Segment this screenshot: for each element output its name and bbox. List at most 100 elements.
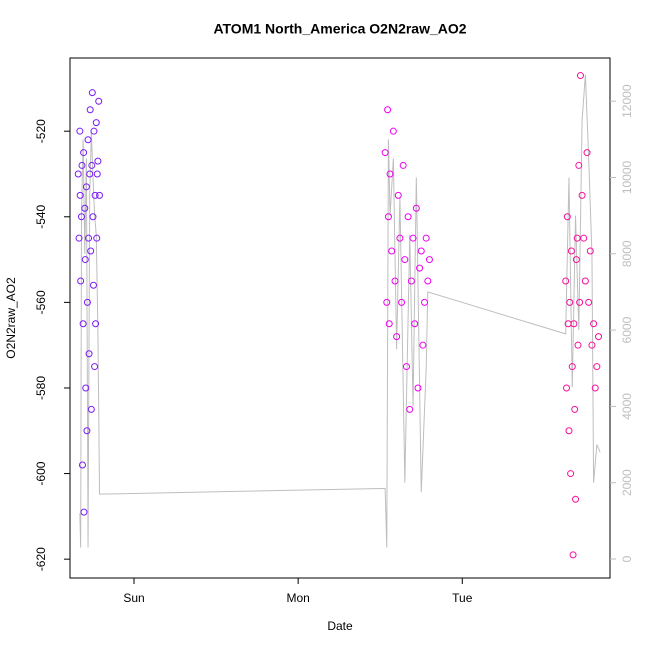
point — [82, 384, 90, 392]
point — [77, 213, 85, 221]
point — [78, 461, 86, 469]
point — [590, 320, 598, 328]
point — [391, 277, 399, 285]
y2-tick-label: 2000 — [620, 469, 634, 496]
point — [417, 247, 425, 255]
point — [88, 89, 96, 97]
point — [90, 127, 98, 135]
y-axis-title: O2N2raw_AO2 — [4, 277, 18, 359]
point — [87, 405, 95, 413]
point — [89, 281, 97, 289]
point — [593, 363, 601, 371]
point — [386, 170, 394, 178]
point — [571, 405, 579, 413]
x-tick-label: Mon — [286, 591, 309, 605]
point — [586, 247, 594, 255]
point — [563, 213, 571, 221]
y2-tick-label: 6000 — [620, 316, 634, 343]
point — [407, 277, 415, 285]
point — [74, 170, 82, 178]
point — [388, 247, 396, 255]
y-tick-label: -520 — [34, 119, 48, 143]
y2-tick-label: 8000 — [620, 240, 634, 267]
point — [595, 333, 603, 341]
point — [575, 161, 583, 169]
point — [393, 333, 401, 341]
x-axis-title: Date — [327, 619, 353, 633]
point — [384, 106, 392, 114]
point — [591, 384, 599, 392]
point — [91, 363, 99, 371]
point — [381, 149, 389, 157]
point — [562, 277, 570, 285]
y2-tick-label: 12000 — [620, 84, 634, 118]
point — [588, 341, 596, 349]
point — [389, 127, 397, 135]
point — [81, 256, 89, 264]
y-tick-label: -600 — [34, 461, 48, 485]
y-tick-label: -620 — [34, 547, 48, 571]
point — [93, 170, 101, 178]
point — [94, 157, 102, 165]
point — [76, 191, 84, 199]
point — [581, 277, 589, 285]
point — [583, 149, 591, 157]
y-tick-label: -540 — [34, 204, 48, 228]
point — [563, 384, 571, 392]
point — [95, 97, 103, 105]
point — [83, 427, 91, 435]
point — [567, 247, 575, 255]
y2-tick-label: 4000 — [620, 393, 634, 420]
point — [401, 256, 409, 264]
point — [573, 234, 581, 242]
y-tick-label: -580 — [34, 376, 48, 400]
plot-frame — [69, 57, 611, 579]
point — [83, 298, 91, 306]
point — [585, 298, 593, 306]
point — [86, 106, 94, 114]
point — [88, 161, 96, 169]
point — [414, 384, 422, 392]
point — [79, 320, 87, 328]
point — [399, 161, 407, 169]
point — [84, 136, 92, 144]
point — [394, 191, 402, 199]
point — [80, 508, 88, 516]
chart-title: ATOM1 North_America O2N2raw_AO2 — [213, 21, 466, 37]
point — [424, 277, 432, 285]
point — [566, 298, 574, 306]
x-tick-label: Sun — [123, 591, 144, 605]
point — [416, 264, 424, 272]
point — [580, 234, 588, 242]
point — [75, 234, 83, 242]
point — [406, 405, 414, 413]
point — [576, 72, 584, 80]
point — [411, 320, 419, 328]
point — [92, 119, 100, 127]
point — [567, 470, 575, 478]
point — [572, 256, 580, 264]
point — [96, 191, 104, 199]
y2-tick-label: 10000 — [620, 160, 634, 194]
point — [574, 341, 582, 349]
point — [569, 551, 577, 559]
point — [422, 234, 430, 242]
point — [396, 234, 404, 242]
point — [404, 213, 412, 221]
point — [80, 149, 88, 157]
point — [425, 256, 433, 264]
point — [93, 234, 101, 242]
point — [385, 320, 393, 328]
point — [383, 298, 391, 306]
point — [92, 320, 100, 328]
y-tick-label: -560 — [34, 290, 48, 314]
y2-tick-label: 0 — [620, 555, 634, 562]
point — [81, 204, 89, 212]
point — [89, 213, 97, 221]
point — [568, 363, 576, 371]
point — [76, 127, 84, 135]
point — [85, 350, 93, 358]
point — [419, 341, 427, 349]
